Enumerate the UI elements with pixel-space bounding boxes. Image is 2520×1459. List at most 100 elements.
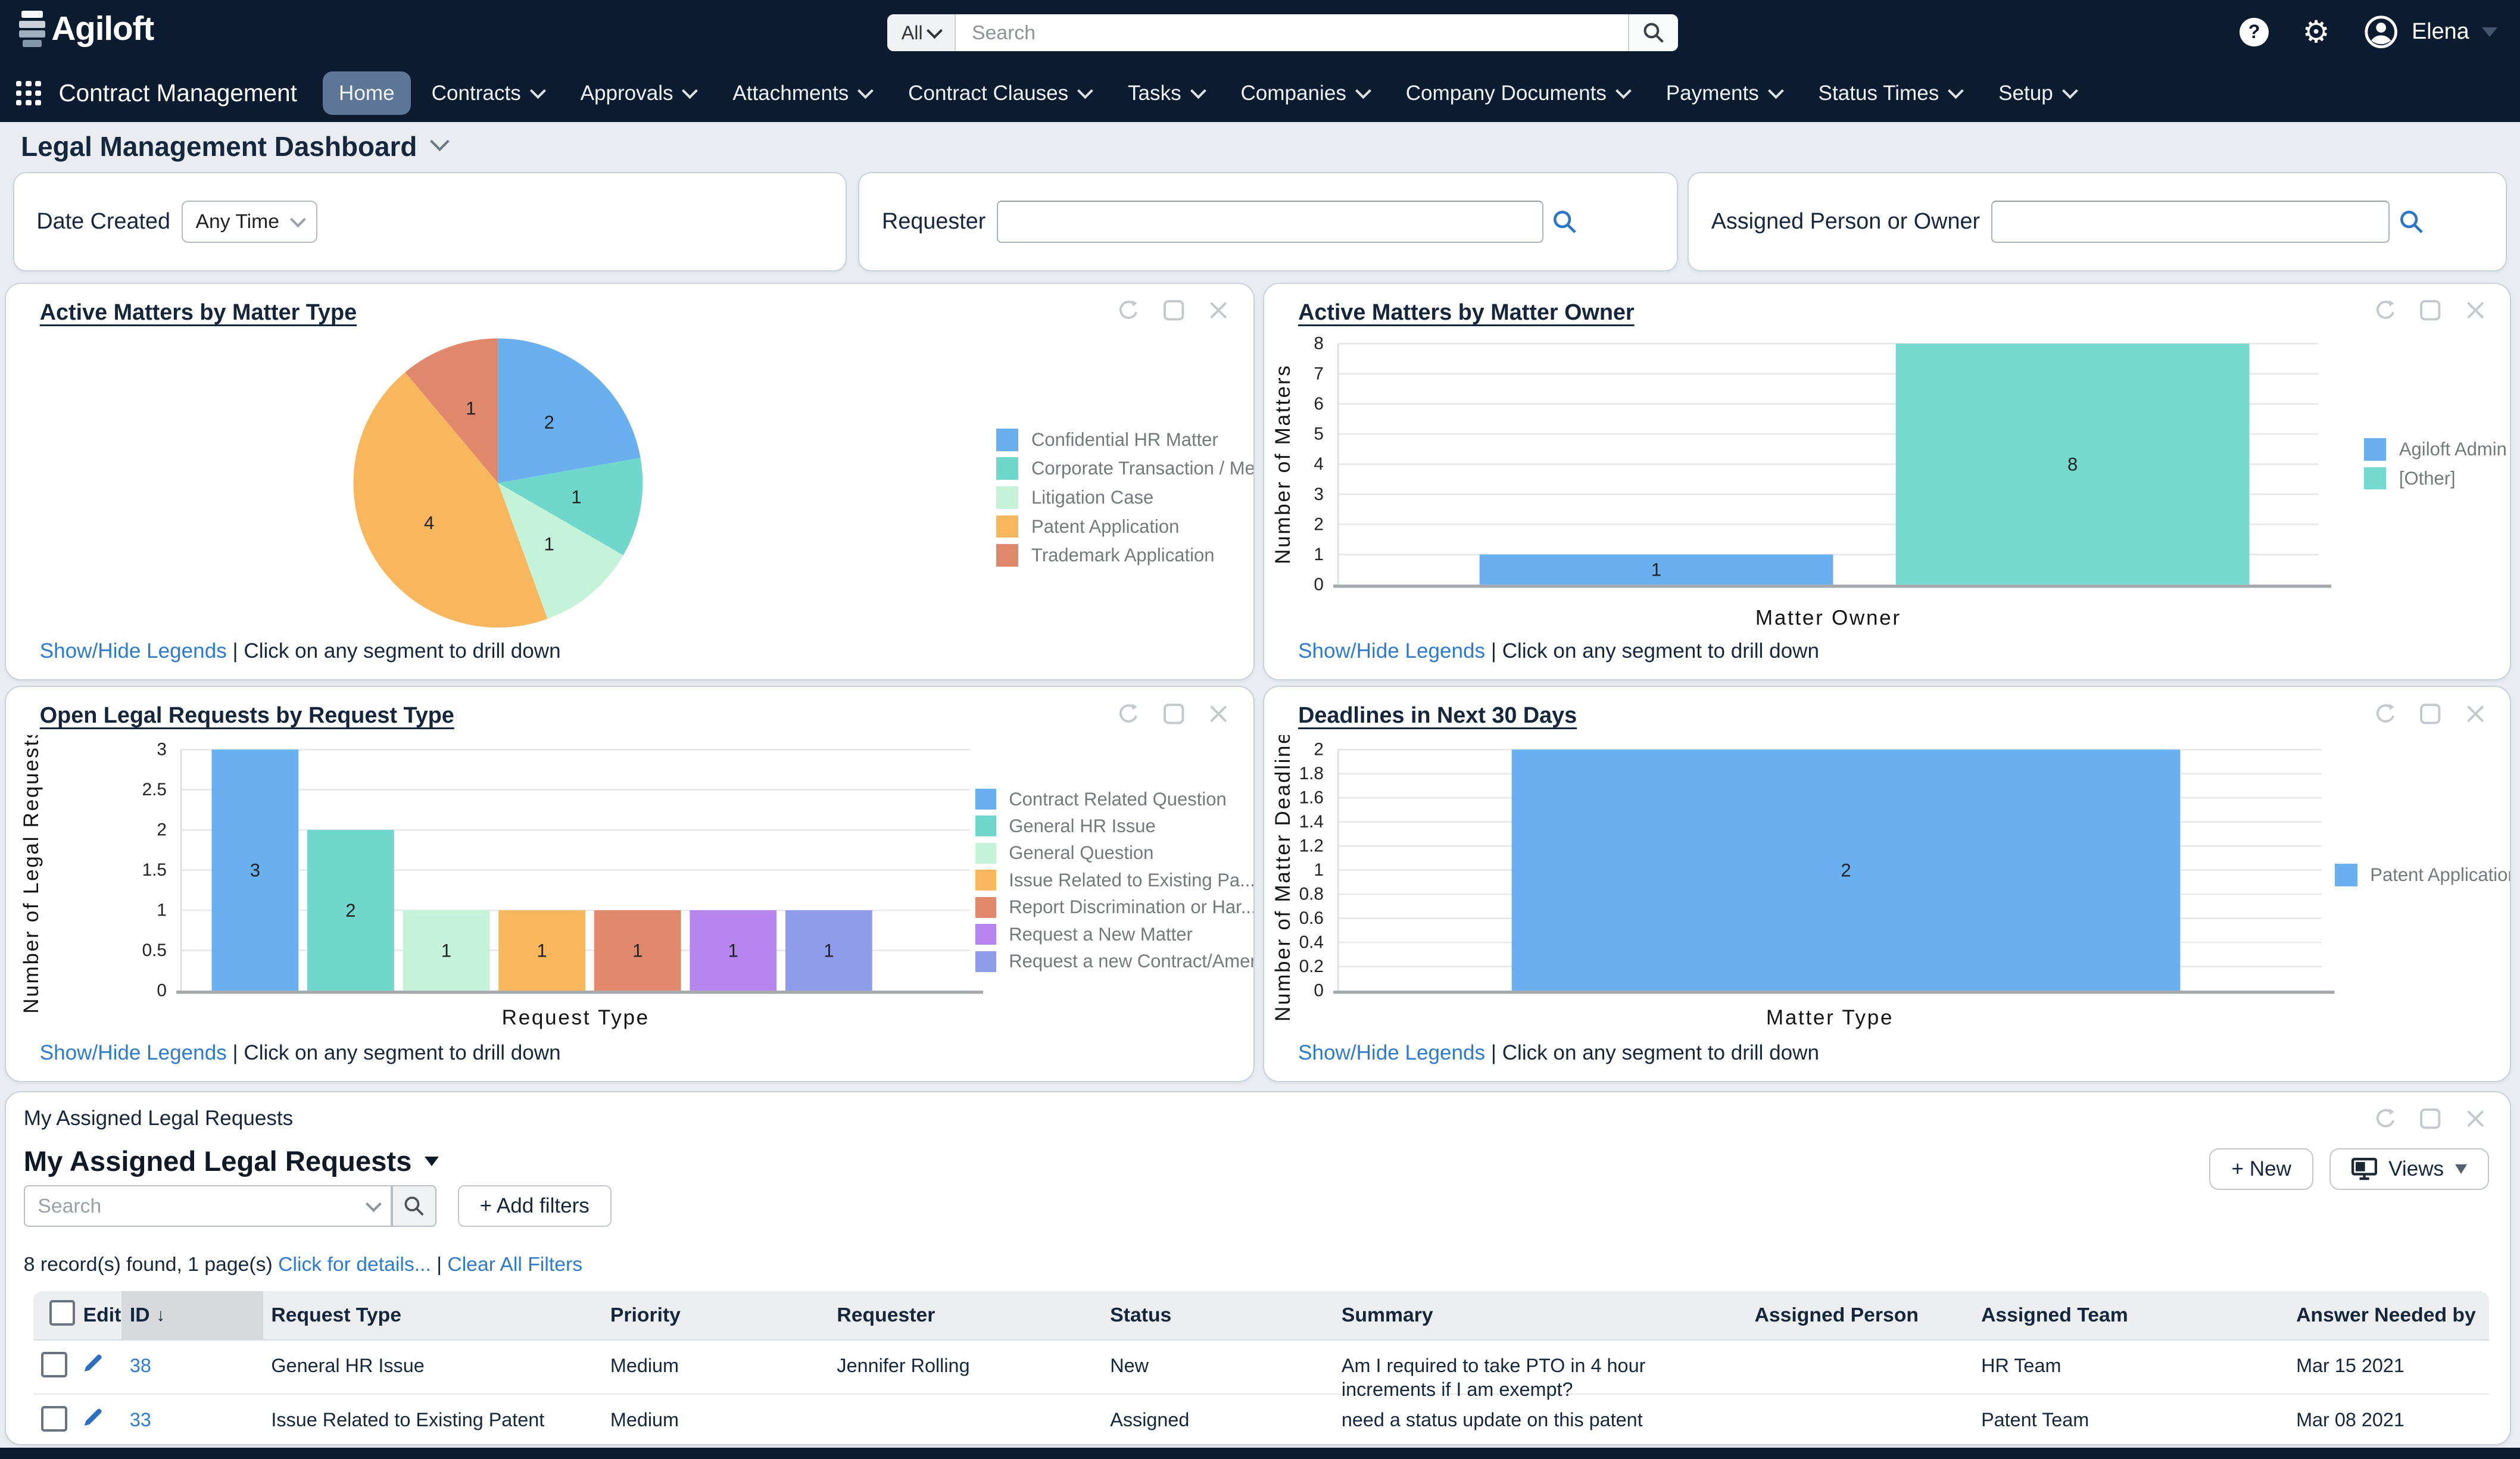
nav-item-home[interactable]: Home xyxy=(323,71,411,115)
col-status[interactable]: Status xyxy=(1110,1304,1172,1327)
nav-item-status-times[interactable]: Status Times xyxy=(1802,71,1978,114)
search-icon[interactable] xyxy=(1551,208,1579,236)
nav-item-approvals[interactable]: Approvals xyxy=(564,71,712,114)
row-checkbox[interactable] xyxy=(41,1352,67,1378)
nav-item-companies[interactable]: Companies xyxy=(1224,71,1384,114)
bar-chart[interactable]: 0 0.5 1 1.5 2 2.5 3 3 2 1 1 1 1 1 Request Type Number o… xyxy=(6,727,1253,1071)
panel-footer: Show/Hide Legends | Click on any segment… xyxy=(1298,1041,1819,1065)
col-answer-needed-by[interactable]: Answer Needed by xyxy=(2296,1304,2476,1327)
refresh-icon[interactable] xyxy=(2374,1107,2397,1130)
edit-icon[interactable] xyxy=(82,1406,104,1433)
refresh-icon[interactable] xyxy=(2374,298,2397,322)
nav-item-label: Contract Clauses xyxy=(908,81,1069,105)
gear-icon[interactable]: ⚙ xyxy=(2302,15,2330,49)
maximize-icon[interactable] xyxy=(1162,702,1186,726)
refresh-icon[interactable] xyxy=(2374,702,2397,726)
clear-filters-link[interactable]: Clear All Filters xyxy=(447,1252,583,1276)
legend-item[interactable]: General Question xyxy=(975,842,1253,864)
table-search-button[interactable] xyxy=(391,1185,437,1227)
legend-item[interactable]: Corporate Transaction / Merg... xyxy=(996,457,1253,480)
add-filters-button[interactable]: + Add filters xyxy=(457,1185,612,1227)
legend-item[interactable]: Contract Related Question xyxy=(975,789,1253,810)
close-icon[interactable] xyxy=(2463,298,2487,322)
nav-item-attachments[interactable]: Attachments xyxy=(716,71,887,114)
bar-chart[interactable]: 0 0.2 0.4 0.6 0.8 1 1.2 1.4 1.6 1.8 2 2 Matter Type N… xyxy=(1264,719,2510,1071)
date-created-select[interactable]: Any Time xyxy=(181,201,317,243)
show-hide-legends-link[interactable]: Show/Hide Legends xyxy=(1298,639,1486,663)
legend-item[interactable]: Request a New Matter xyxy=(975,924,1253,945)
global-search-button[interactable] xyxy=(1628,14,1678,52)
col-id[interactable]: ID ↓ xyxy=(121,1291,263,1340)
pie-chart[interactable]: 2 1 1 4 1 xyxy=(345,330,651,642)
bar-chart[interactable]: 0 1 2 3 4 5 6 7 8 1 8 Matter Owner Number of Matters xyxy=(1264,329,2510,665)
col-assigned-team[interactable]: Assigned Team xyxy=(1981,1304,2128,1327)
views-button[interactable]: Views xyxy=(2329,1148,2490,1191)
legend-item[interactable]: Patent Application xyxy=(2334,864,2510,887)
close-icon[interactable] xyxy=(1206,702,1230,726)
refresh-icon[interactable] xyxy=(1116,298,1140,322)
maximize-icon[interactable] xyxy=(1162,298,1186,322)
show-hide-legends-link[interactable]: Show/Hide Legends xyxy=(39,1041,227,1064)
legend-item[interactable]: Litigation Case xyxy=(996,486,1253,509)
maximize-icon[interactable] xyxy=(2418,1107,2442,1130)
legend-item[interactable]: [Other] xyxy=(2363,467,2507,490)
legend-item[interactable]: Confidential HR Matter xyxy=(996,428,1253,451)
search-dropdown-toggle[interactable] xyxy=(356,1185,392,1227)
panel-title[interactable]: Active Matters by Matter Owner xyxy=(1298,300,1635,325)
search-scope-select[interactable]: All xyxy=(887,14,956,52)
chevron-down-icon[interactable] xyxy=(430,132,450,151)
col-edit[interactable]: Edit xyxy=(83,1304,121,1327)
maximize-icon[interactable] xyxy=(2418,702,2442,726)
assigned-person-input[interactable] xyxy=(1991,201,2390,243)
col-requester[interactable]: Requester xyxy=(837,1304,935,1327)
col-assigned-person[interactable]: Assigned Person xyxy=(1754,1304,1919,1327)
requester-input[interactable] xyxy=(997,201,1543,243)
new-button[interactable]: + New xyxy=(2209,1148,2314,1191)
details-link[interactable]: Click for details... xyxy=(278,1252,431,1276)
legend-item[interactable]: Patent Application xyxy=(996,515,1253,538)
legend-item[interactable]: Agiloft Admin xyxy=(2363,438,2507,461)
search-icon[interactable] xyxy=(2398,208,2425,236)
maximize-icon[interactable] xyxy=(2418,298,2442,322)
edit-icon[interactable] xyxy=(82,1352,104,1379)
nav-item-setup[interactable]: Setup xyxy=(1982,71,2091,114)
panel-title[interactable]: Deadlines in Next 30 Days xyxy=(1298,703,1577,729)
show-hide-legends-link[interactable]: Show/Hide Legends xyxy=(1298,1041,1486,1064)
legend-item[interactable]: Report Discrimination or Har... xyxy=(975,896,1253,918)
help-icon[interactable]: ? xyxy=(2240,17,2269,47)
legend-item[interactable]: Trademark Application xyxy=(996,544,1253,567)
legend-item[interactable]: Request a new Contract/Amend... xyxy=(975,951,1253,972)
nav-item-company-documents[interactable]: Company Documents xyxy=(1390,71,1645,114)
nav-item-payments[interactable]: Payments xyxy=(1650,71,1798,114)
col-priority[interactable]: Priority xyxy=(610,1304,681,1327)
svg-text:1.5: 1.5 xyxy=(142,861,167,880)
nav-item-label: Attachments xyxy=(732,81,849,105)
panel-title[interactable]: Open Legal Requests by Request Type xyxy=(39,703,454,729)
search-scope-value: All xyxy=(901,21,923,43)
id-link[interactable]: 38 xyxy=(129,1354,151,1376)
legend-item[interactable]: Issue Related to Existing Pa... xyxy=(975,870,1253,891)
legend-item[interactable]: General HR Issue xyxy=(975,816,1253,837)
id-link[interactable]: 33 xyxy=(129,1408,151,1430)
close-icon[interactable] xyxy=(2463,1107,2487,1130)
row-checkbox[interactable] xyxy=(41,1406,67,1432)
nav-item-contract-clauses[interactable]: Contract Clauses xyxy=(892,71,1107,114)
panel-title[interactable]: Active Matters by Matter Type xyxy=(39,300,357,325)
show-hide-legends-link[interactable]: Show/Hide Legends xyxy=(39,639,227,663)
col-summary[interactable]: Summary xyxy=(1341,1304,1433,1327)
select-all-checkbox[interactable] xyxy=(49,1299,76,1326)
legend-swatch xyxy=(975,816,996,837)
table-search-input[interactable] xyxy=(23,1185,357,1227)
close-icon[interactable] xyxy=(1206,298,1230,322)
chevron-down-icon xyxy=(2454,1164,2467,1174)
global-search-input[interactable] xyxy=(956,14,1629,52)
user-menu[interactable]: Elena xyxy=(2363,14,2498,49)
agiloft-logo[interactable]: Agiloft xyxy=(19,10,154,48)
refresh-icon[interactable] xyxy=(1116,702,1140,726)
nav-item-tasks[interactable]: Tasks xyxy=(1112,71,1220,114)
table-heading[interactable]: My Assigned Legal Requests xyxy=(24,1145,439,1178)
apps-grid-icon[interactable] xyxy=(15,80,41,106)
nav-item-contracts[interactable]: Contracts xyxy=(416,71,560,114)
col-request-type[interactable]: Request Type xyxy=(271,1304,401,1327)
close-icon[interactable] xyxy=(2463,702,2487,726)
